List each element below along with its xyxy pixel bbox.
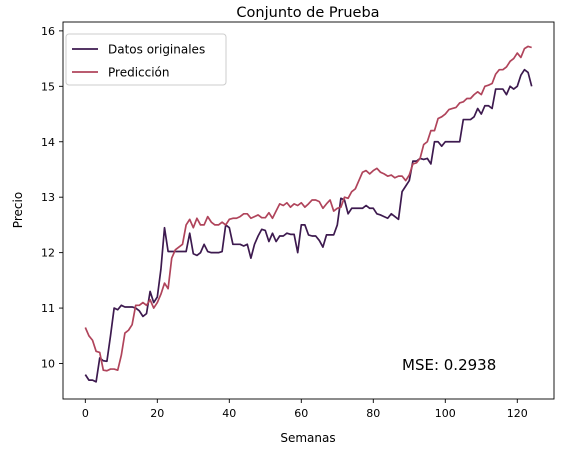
x-tick-label: 120 <box>507 407 528 420</box>
x-tick-label: 20 <box>150 407 164 420</box>
mse-annotation: MSE: 0.2938 <box>402 356 496 374</box>
series-layer <box>84 45 533 383</box>
y-axis-label: Precio <box>11 192 25 228</box>
x-axis-ticks: 0 20 40 60 80 100 120 <box>82 399 528 420</box>
y-tick-label: 12 <box>41 247 55 260</box>
x-axis-label: Semanas <box>280 431 335 445</box>
y-tick-label: 16 <box>41 25 55 38</box>
x-tick-label: 60 <box>294 407 308 420</box>
y-tick-label: 14 <box>41 136 55 149</box>
legend-label-datos-originales: Datos originales <box>108 43 205 57</box>
x-tick-label: 80 <box>366 407 380 420</box>
x-tick-label: 0 <box>82 407 89 420</box>
y-tick-label: 11 <box>41 302 55 315</box>
y-tick-label: 10 <box>41 358 55 371</box>
legend-box <box>65 33 227 86</box>
y-axis-ticks: 10 11 12 13 14 15 16 <box>41 25 63 371</box>
y-tick-label: 13 <box>41 191 55 204</box>
series-datos-originales-line <box>84 68 533 383</box>
chart-title: Conjunto de Prueba <box>236 5 379 21</box>
x-tick-label: 100 <box>435 407 456 420</box>
y-tick-label: 15 <box>41 80 55 93</box>
legend: Datos originales Predicción <box>65 33 227 86</box>
legend-label-prediccion: Predicción <box>108 66 170 80</box>
x-tick-label: 40 <box>222 407 236 420</box>
series-prediccion-line <box>84 45 532 372</box>
